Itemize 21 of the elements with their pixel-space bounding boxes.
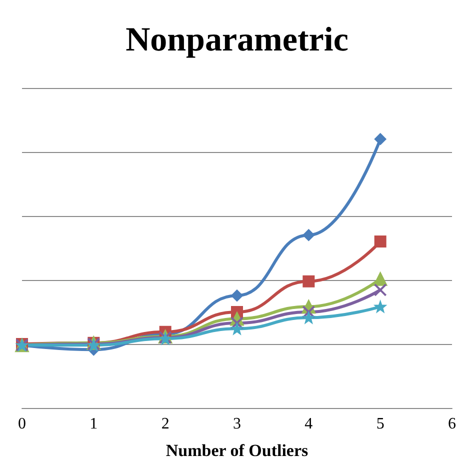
point (374, 133, 386, 146)
x-tick-label: 4 (304, 416, 313, 432)
point (374, 236, 386, 248)
x-tick-label: 2 (161, 416, 170, 432)
point (374, 300, 386, 313)
x-tick-label: 3 (233, 416, 241, 432)
point (302, 312, 315, 324)
point (302, 229, 315, 242)
x-tick-label: 0 (18, 416, 26, 432)
point (230, 316, 244, 330)
chart-title: Nonparametric (126, 22, 348, 58)
point (374, 283, 387, 296)
point (302, 306, 316, 318)
point (231, 322, 243, 335)
x-axis-title: Number of Outliers (166, 441, 309, 460)
point (373, 272, 388, 286)
x-tick-label: 1 (90, 416, 98, 432)
point (231, 290, 243, 302)
x-tick-label: 5 (376, 416, 384, 432)
x-tick-label: 6 (448, 416, 456, 432)
point (302, 275, 315, 288)
